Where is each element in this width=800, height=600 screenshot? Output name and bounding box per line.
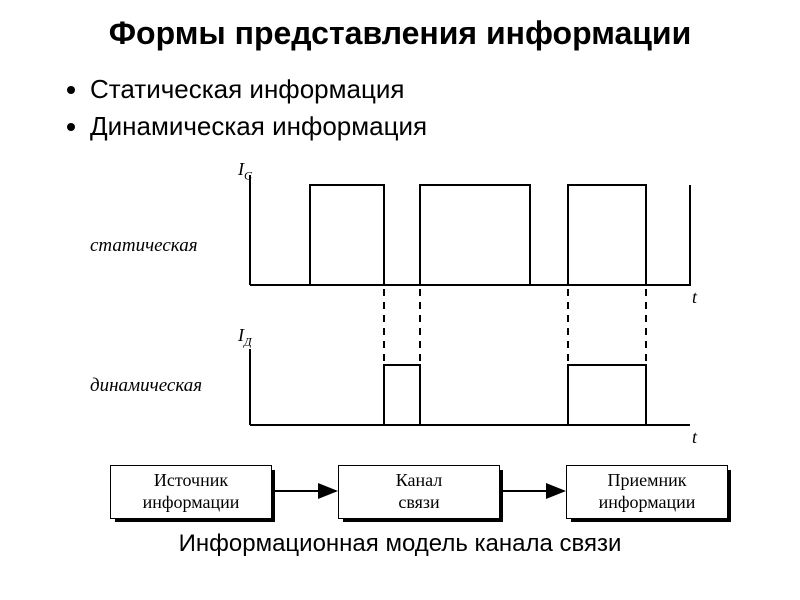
axis-label-t2: t — [692, 427, 697, 448]
row-label-dynamic: динамическая — [90, 375, 202, 397]
timing-diagram: статическая динамическая IС IД t t — [90, 165, 710, 455]
axis-label-t1: t — [692, 287, 697, 308]
axis-label-id: IД — [238, 325, 252, 350]
slide-title: Формы представления информации — [0, 15, 800, 52]
bullet-list: Статическая информация Динамическая инфо… — [60, 70, 427, 146]
flow-box-receiver: Приемник информации — [566, 465, 728, 519]
row-label-static: статическая — [90, 235, 198, 257]
bullet-item: Динамическая информация — [90, 109, 427, 144]
axis-label-ic: IС — [238, 159, 252, 184]
flow-diagram: Источник информации Канал связи Приемник… — [90, 465, 710, 525]
flow-box-channel: Канал связи — [338, 465, 500, 519]
flow-box-source: Источник информации — [110, 465, 272, 519]
bullet-item: Статическая информация — [90, 72, 427, 107]
timing-svg — [90, 165, 710, 455]
flow-caption: Информационная модель канала связи — [0, 530, 800, 558]
